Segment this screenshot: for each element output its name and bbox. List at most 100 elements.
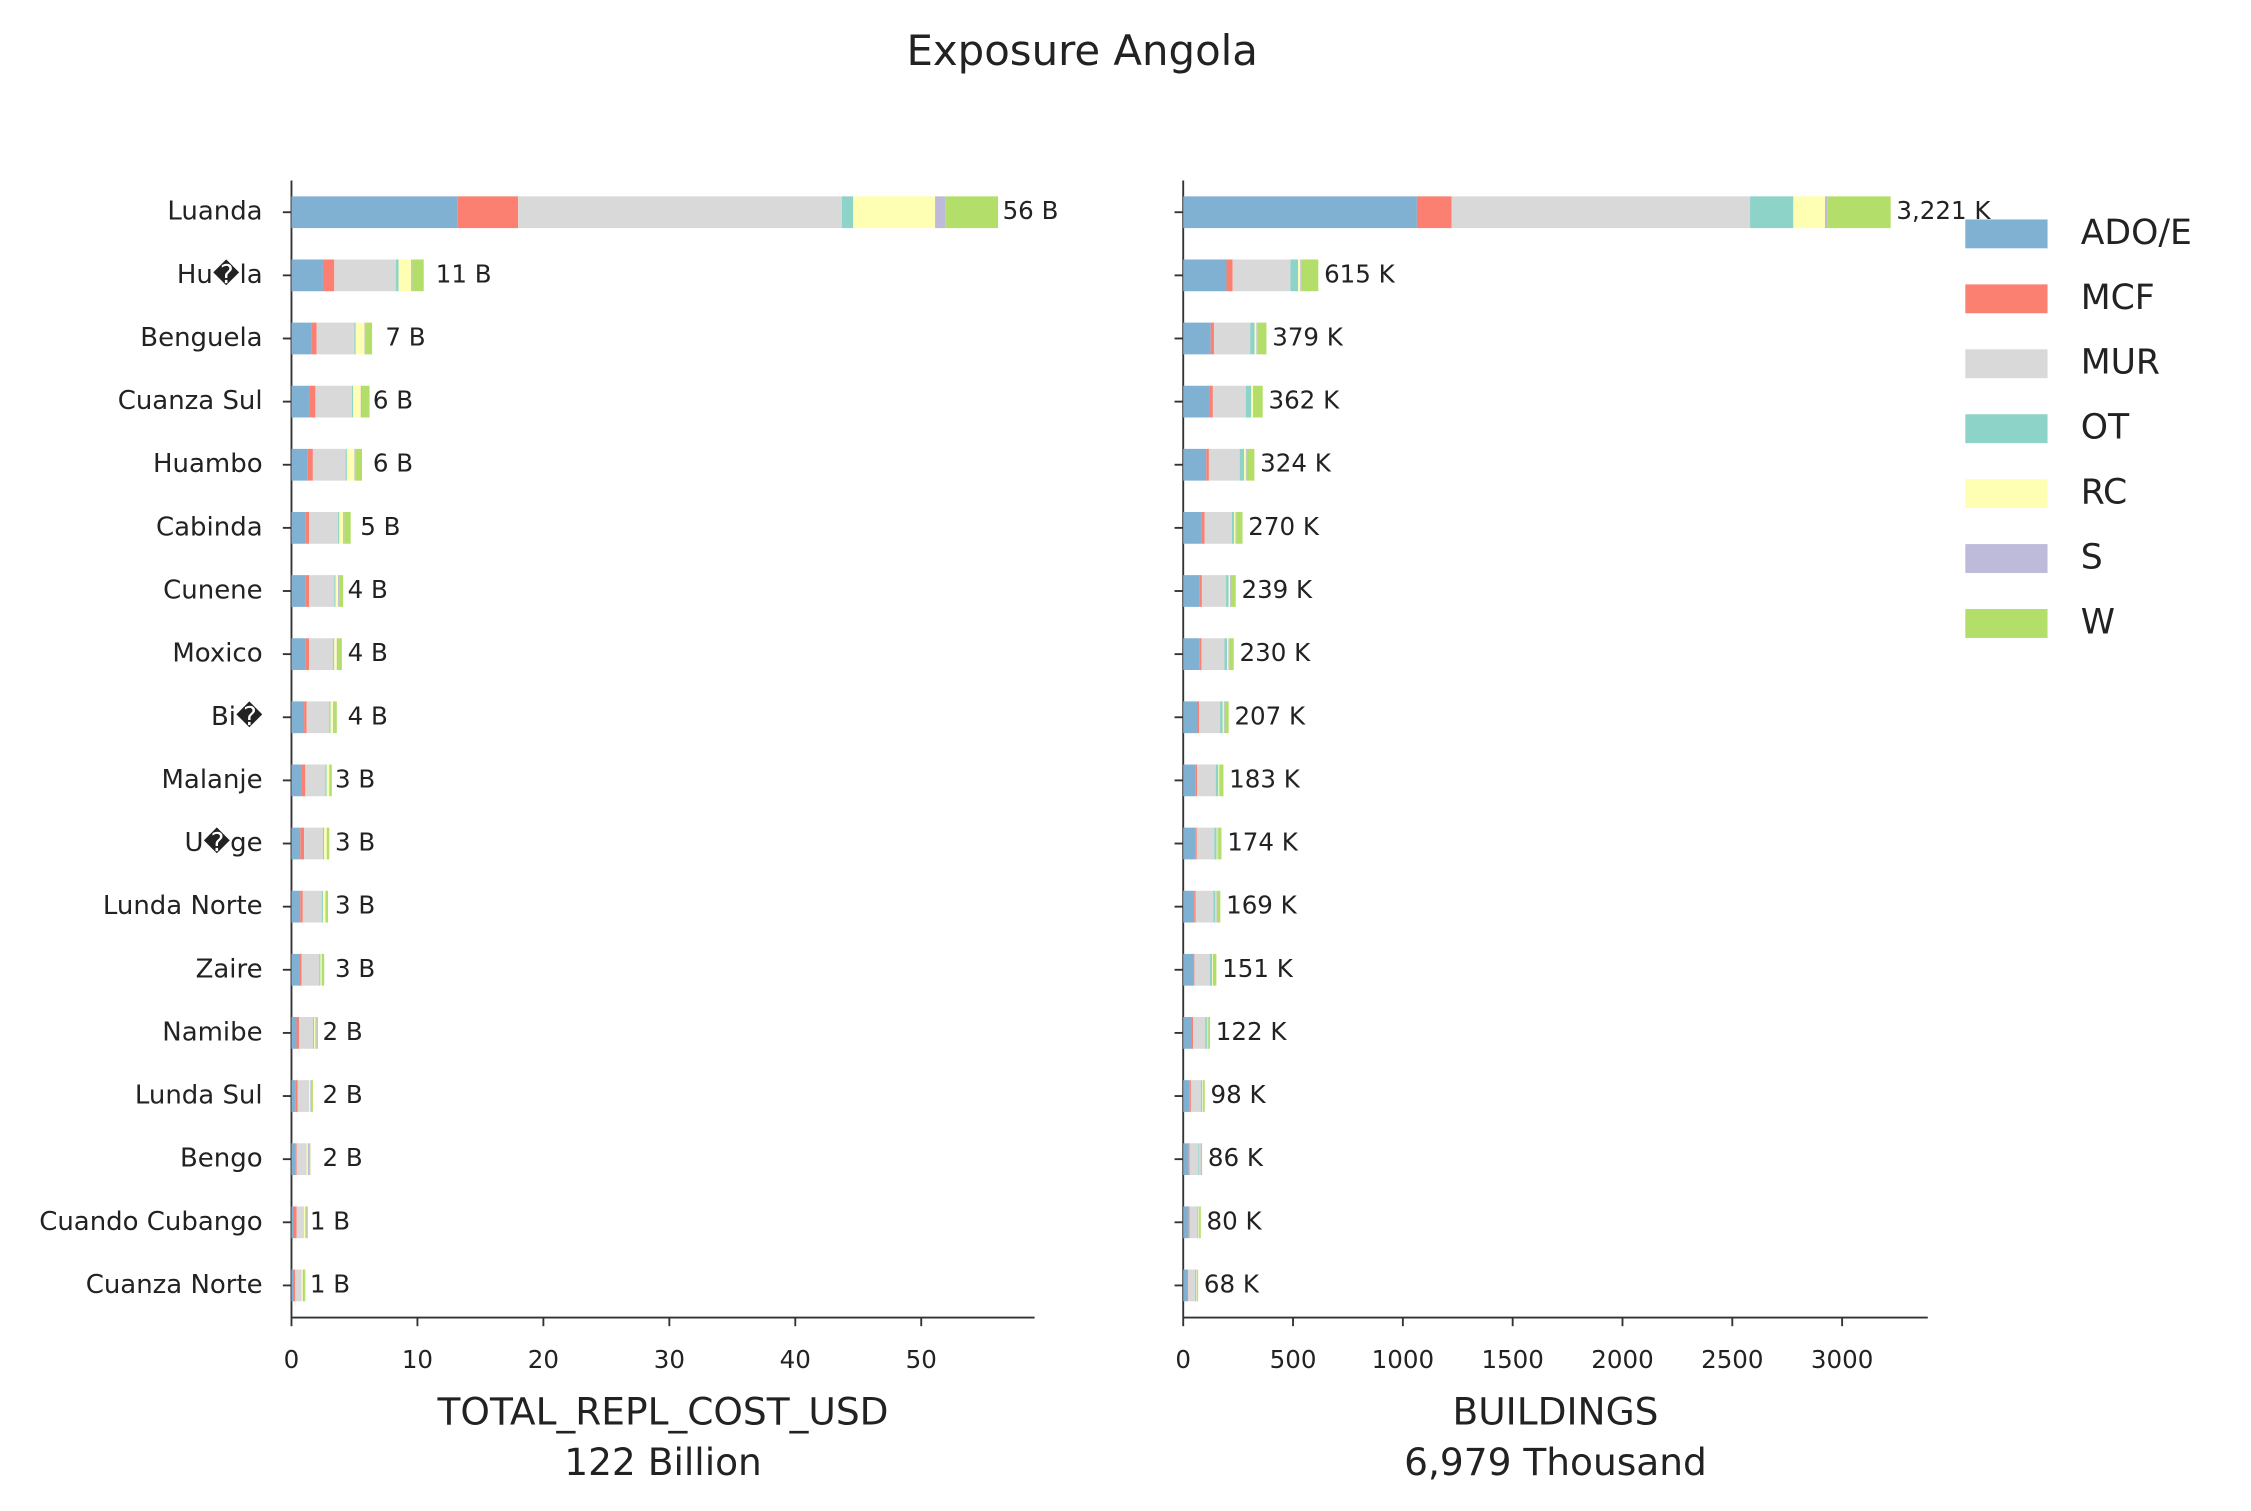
bar-segment	[1212, 953, 1214, 986]
bar-segment	[338, 575, 340, 607]
bar-segment	[1199, 638, 1202, 671]
bar-segment	[322, 827, 325, 860]
bar-segment	[305, 1206, 307, 1239]
bar-segment	[1451, 196, 1751, 229]
bar-segment	[411, 259, 413, 292]
y-tick-label: Lunda Sul	[135, 1081, 263, 1111]
bar-segment	[291, 322, 312, 355]
bar-segment	[291, 1269, 294, 1302]
y-tick-label: Namibe	[162, 1017, 262, 1047]
total-label: 4 B	[348, 638, 388, 667]
bar-segment	[1251, 385, 1254, 418]
bar-segment	[1183, 322, 1211, 355]
bar-segment	[334, 259, 397, 292]
y-tick-label: Huambo	[153, 449, 263, 479]
bar-segment	[1183, 953, 1194, 986]
y-tick-label: Luanda	[167, 197, 262, 227]
bar-segment	[1183, 701, 1198, 734]
legend-swatch	[1965, 479, 2048, 509]
bar-segment	[1231, 512, 1235, 544]
bar-segment	[1216, 827, 1218, 860]
bar-segment	[325, 890, 329, 923]
total-label: 4 B	[348, 575, 388, 604]
total-label: 3 B	[335, 828, 375, 857]
bar-segment	[1197, 701, 1200, 734]
bar-segment	[305, 764, 326, 797]
x-tick-label: 30	[654, 1345, 685, 1374]
y-tick-label: Cuando Cubango	[39, 1207, 262, 1237]
bar-segment	[307, 1143, 310, 1176]
bar-segment	[291, 1206, 294, 1239]
total-label: 169 K	[1226, 891, 1298, 920]
bar-segment	[309, 575, 335, 607]
bar-segment	[1199, 1143, 1201, 1176]
bar-segment	[351, 385, 354, 418]
bar-segment	[1253, 385, 1263, 418]
bar-segment	[305, 575, 310, 607]
bar-segment	[412, 259, 424, 292]
bar-segment	[396, 259, 399, 292]
x-axis-total: 6,979 Thousand	[1404, 1440, 1707, 1484]
bar-segment	[316, 1017, 318, 1049]
bar-segment	[1254, 322, 1257, 355]
bar-segment	[1190, 1080, 1201, 1112]
bar-segment	[1183, 1269, 1188, 1302]
bar-segment	[1189, 1206, 1198, 1239]
bar-segment	[297, 1080, 310, 1112]
bar-segment	[1223, 701, 1225, 734]
bar-segment	[293, 1269, 296, 1302]
total-label: 2 B	[322, 1080, 362, 1109]
legend-label: ADO/E	[2081, 213, 2192, 253]
bar-segment	[1207, 1017, 1209, 1049]
total-label: 230 K	[1240, 638, 1312, 667]
bar-segment	[1230, 575, 1231, 607]
bar-segment	[1183, 1206, 1189, 1239]
total-label: 80 K	[1207, 1206, 1263, 1235]
bar-segment	[304, 1206, 306, 1239]
bar-segment	[301, 764, 306, 797]
bar-segment	[1183, 1017, 1193, 1049]
y-tick-label: Bengo	[180, 1144, 263, 1174]
bar-segment	[304, 701, 307, 734]
bar-segment	[304, 827, 323, 860]
bar-segment	[1194, 1269, 1196, 1302]
bar-segment	[1183, 196, 1417, 229]
bar-segment	[1189, 1143, 1199, 1176]
x-tick-label: 3000	[1811, 1345, 1873, 1374]
bar-segment	[1227, 638, 1229, 671]
y-tick-label: Cabinda	[156, 512, 263, 542]
bar-segment	[1290, 259, 1299, 292]
bar-segment	[1228, 638, 1230, 671]
bar-segment	[345, 448, 347, 481]
bar-segment	[300, 827, 305, 860]
bar-segment	[1201, 1143, 1203, 1176]
bar-segment	[296, 1017, 300, 1049]
bar-segment	[343, 512, 345, 544]
bar-segment	[333, 701, 335, 734]
bar-segment	[1824, 196, 1828, 229]
bar-segment	[1192, 1017, 1194, 1049]
bar-segment	[321, 953, 325, 986]
x-axis-label: TOTAL_REPL_COST_USD	[437, 1390, 889, 1434]
bar-segment	[354, 448, 356, 481]
bar-segment	[1193, 1017, 1206, 1049]
bar-segment	[314, 1017, 316, 1049]
bar-segment	[1204, 512, 1232, 544]
y-tick-label: Lunda Norte	[103, 891, 263, 921]
bar-segment	[945, 196, 999, 229]
bar-segment	[518, 196, 842, 229]
bar-segment	[1188, 1269, 1195, 1302]
bar-segment	[306, 701, 330, 734]
bar-segment	[1199, 575, 1202, 607]
bar-segment	[1246, 448, 1255, 481]
bar-segment	[1300, 259, 1302, 292]
bar-segment	[326, 827, 330, 860]
bar-segment	[291, 385, 310, 418]
total-label: 207 K	[1234, 701, 1306, 730]
bar-segment	[1195, 827, 1197, 860]
bar-segment	[309, 1080, 311, 1112]
bar-segment	[1197, 1269, 1199, 1302]
bar-segment	[333, 638, 335, 671]
bar-segment	[1232, 259, 1291, 292]
legend-label: RC	[2081, 473, 2128, 513]
